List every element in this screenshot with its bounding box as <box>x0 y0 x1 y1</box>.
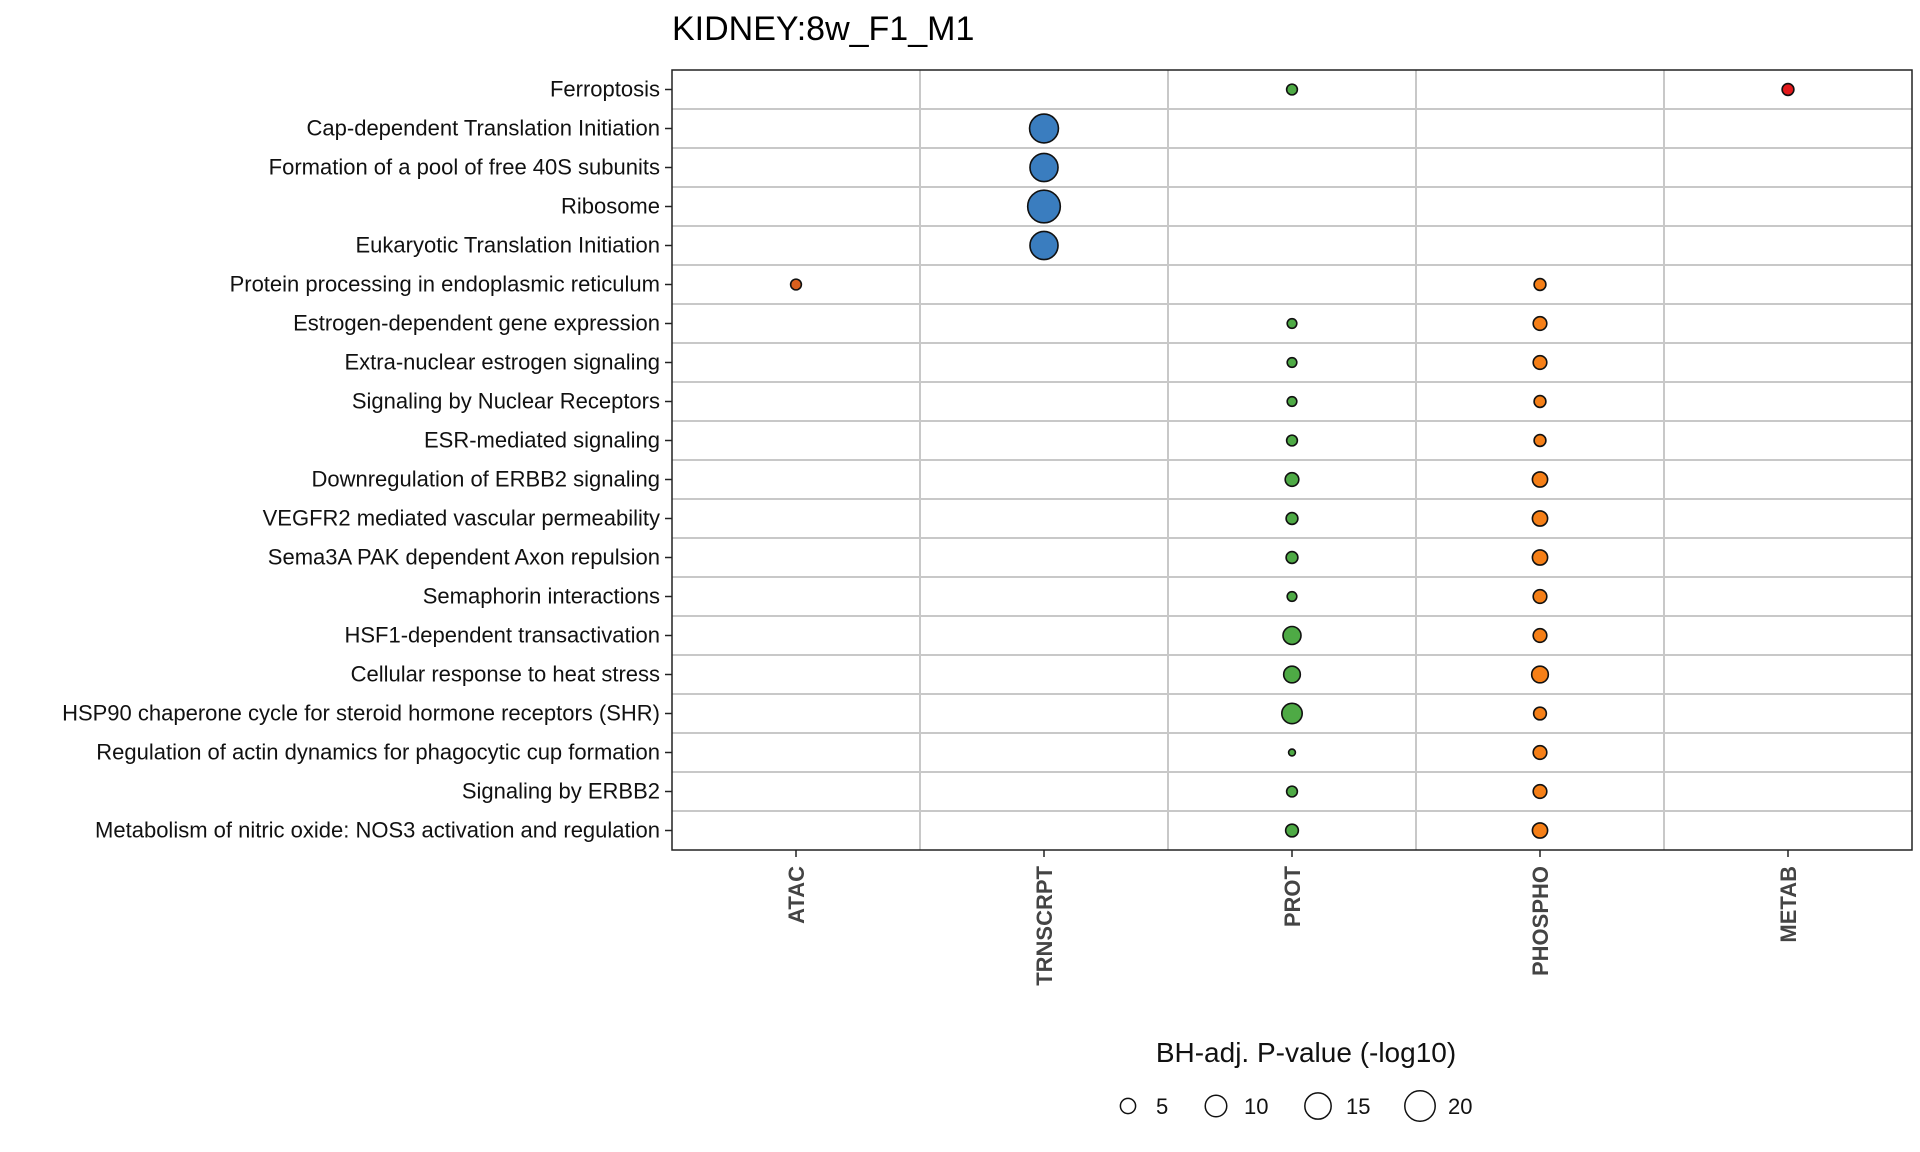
legend-label: 20 <box>1448 1094 1472 1119</box>
data-point <box>1285 83 1299 96</box>
y-tick-label: Ribosome <box>561 194 660 219</box>
points <box>789 82 1795 839</box>
data-point <box>1531 822 1549 839</box>
chart-title: KIDNEY:8w_F1_M1 <box>672 10 974 48</box>
legend-label: 10 <box>1244 1094 1268 1119</box>
x-axis: ATAC TRNSCRPT PROT PHOSPHO METAB <box>784 850 1801 986</box>
data-point <box>1530 665 1550 684</box>
data-point <box>1533 277 1547 292</box>
data-point <box>1282 625 1302 646</box>
data-point <box>1533 433 1547 448</box>
data-point <box>1781 82 1795 97</box>
y-tick-label: HSP90 chaperone cycle for steroid hormon… <box>62 701 660 726</box>
data-point <box>1284 471 1300 488</box>
legend-label: 15 <box>1346 1094 1370 1119</box>
data-point <box>1531 549 1549 566</box>
data-point <box>1284 823 1300 838</box>
y-tick-label: Formation of a pool of free 40S subunits <box>269 155 660 180</box>
data-point <box>1028 113 1060 144</box>
legend-key <box>1404 1090 1436 1122</box>
data-point <box>1286 317 1298 330</box>
data-point <box>1531 471 1549 488</box>
data-point <box>1029 152 1059 183</box>
data-point <box>1531 510 1549 527</box>
y-tick-label: Estrogen-dependent gene expression <box>293 311 660 336</box>
y-tick-label: Signaling by ERBB2 <box>462 779 660 804</box>
legend-label: 5 <box>1156 1094 1168 1119</box>
data-point <box>1285 511 1299 526</box>
y-axis: Ferroptosis Cap-dependent Translation Ini… <box>62 77 672 843</box>
data-point <box>1532 706 1548 721</box>
data-point <box>1285 434 1299 447</box>
data-point <box>1286 395 1298 408</box>
data-point <box>1026 189 1062 224</box>
y-tick-label: VEGFR2 mediated vascular permeability <box>263 506 660 531</box>
y-tick-label: Cap-dependent Translation Initiation <box>307 116 660 141</box>
data-point <box>1532 627 1548 644</box>
y-tick-label: Ferroptosis <box>550 77 660 102</box>
size-legend: BH-adj. P-value (-log10) 5 10 15 20 <box>1119 1037 1472 1122</box>
y-tick-label: Regulation of actin dynamics for phagocy… <box>96 740 660 765</box>
y-tick-label: Semaphorin interactions <box>423 584 660 609</box>
legend-title: BH-adj. P-value (-log10) <box>1156 1037 1456 1068</box>
y-tick-label: ESR-mediated signaling <box>424 428 660 453</box>
x-tick-label: METAB <box>1776 866 1801 943</box>
y-tick-label: Protein processing in endoplasmic reticu… <box>230 272 660 297</box>
y-tick-label: Eukaryotic Translation Initiation <box>356 233 661 258</box>
data-point <box>1287 748 1297 757</box>
data-point <box>1533 394 1547 409</box>
data-point <box>1532 315 1548 332</box>
legend-key <box>1119 1097 1137 1115</box>
data-point <box>1532 783 1548 800</box>
y-tick-label: Metabolism of nitric oxide: NOS3 activat… <box>95 818 660 843</box>
y-tick-label: HSF1-dependent transactivation <box>344 623 660 648</box>
data-point <box>1282 665 1302 684</box>
grid <box>672 70 1912 850</box>
data-point <box>1532 354 1548 371</box>
y-tick-label: Extra-nuclear estrogen signaling <box>344 350 660 375</box>
y-tick-label: Downregulation of ERBB2 signaling <box>311 467 660 492</box>
data-point <box>1281 702 1304 725</box>
data-point <box>1285 550 1299 565</box>
data-point <box>1532 588 1548 605</box>
y-tick-label: Sema3A PAK dependent Axon repulsion <box>268 545 660 570</box>
legend-key <box>1204 1094 1228 1118</box>
data-point <box>1532 744 1548 761</box>
data-point <box>1286 590 1298 603</box>
x-tick-label: PHOSPHO <box>1528 866 1553 976</box>
x-tick-label: ATAC <box>784 866 809 924</box>
x-tick-label: PROT <box>1280 865 1305 927</box>
legend-key <box>1304 1092 1332 1120</box>
data-point <box>1286 356 1298 369</box>
data-point <box>789 278 803 291</box>
y-tick-label: Cellular response to heat stress <box>351 662 660 687</box>
data-point <box>1285 785 1299 798</box>
x-tick-label: TRNSCRPT <box>1032 865 1057 985</box>
y-tick-label: Signaling by Nuclear Receptors <box>352 389 660 414</box>
data-point <box>1029 230 1059 261</box>
